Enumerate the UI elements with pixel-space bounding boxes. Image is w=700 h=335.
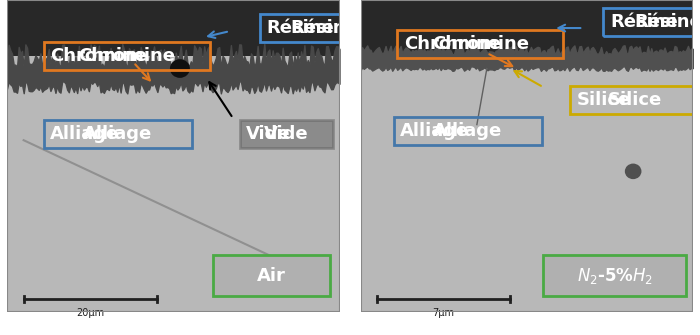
FancyBboxPatch shape bbox=[213, 256, 330, 296]
Text: Résine: Résine bbox=[610, 13, 678, 31]
FancyBboxPatch shape bbox=[543, 256, 686, 296]
Text: Alliage: Alliage bbox=[50, 125, 120, 143]
Text: Chromine: Chromine bbox=[404, 35, 500, 53]
Text: 7μm: 7μm bbox=[433, 309, 454, 319]
Text: Silice: Silice bbox=[608, 91, 662, 109]
Bar bbox=[7, 0, 340, 56]
Text: Chromine: Chromine bbox=[432, 35, 528, 53]
Text: Alliage: Alliage bbox=[433, 122, 503, 140]
Bar bbox=[360, 0, 693, 56]
Ellipse shape bbox=[170, 59, 190, 78]
Text: Alliage: Alliage bbox=[83, 125, 152, 143]
Text: Résine: Résine bbox=[634, 13, 700, 31]
Text: $N_2$-5%$H_2$: $N_2$-5%$H_2$ bbox=[577, 266, 653, 286]
Text: Chromine: Chromine bbox=[50, 47, 147, 65]
FancyBboxPatch shape bbox=[239, 120, 333, 148]
Text: Alliage: Alliage bbox=[400, 122, 470, 140]
Text: 20μm: 20μm bbox=[76, 309, 104, 319]
Text: Vide: Vide bbox=[246, 125, 291, 143]
Text: Vide: Vide bbox=[264, 125, 309, 143]
Text: Air: Air bbox=[257, 267, 286, 285]
Text: Résine: Résine bbox=[290, 19, 358, 37]
Text: Résine: Résine bbox=[266, 19, 334, 37]
Text: Chromine: Chromine bbox=[78, 47, 175, 65]
Circle shape bbox=[625, 163, 641, 179]
Text: Silice: Silice bbox=[577, 91, 631, 109]
